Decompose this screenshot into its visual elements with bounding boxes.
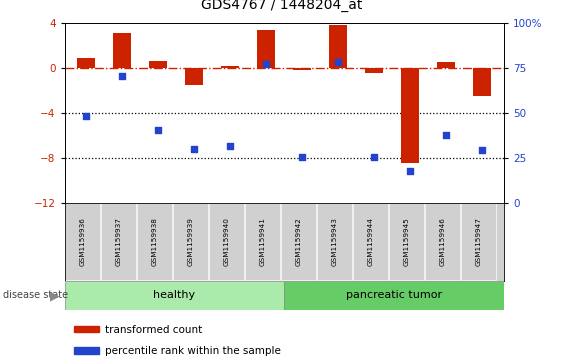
Text: pancreatic tumor: pancreatic tumor (346, 290, 442, 301)
Bar (77, 58, 95, 68)
Text: ▶: ▶ (50, 289, 59, 302)
Point (262, 61, 271, 67)
Bar (462, 203, 496, 280)
Text: GDS4767 / 1448204_at: GDS4767 / 1448204_at (201, 0, 362, 12)
Text: GSM1159944: GSM1159944 (368, 217, 374, 266)
Bar (101, 203, 136, 280)
Bar (318, 203, 352, 280)
Bar (65, 281, 284, 310)
Point (298, 154, 307, 159)
Bar (473, 68, 491, 96)
Text: GSM1159946: GSM1159946 (440, 217, 446, 266)
Bar (74, 326, 99, 333)
Text: GSM1159940: GSM1159940 (224, 217, 230, 266)
Point (406, 168, 415, 174)
Text: disease state: disease state (3, 290, 68, 301)
Point (370, 154, 379, 159)
Point (154, 127, 163, 132)
Point (442, 132, 451, 138)
Text: GSM1159939: GSM1159939 (187, 217, 194, 266)
Bar (74, 347, 99, 354)
Text: GSM1159942: GSM1159942 (296, 217, 302, 266)
Bar (173, 203, 208, 280)
Bar (365, 68, 383, 73)
Bar (354, 203, 388, 280)
Bar (293, 68, 311, 70)
Point (334, 59, 343, 65)
Text: GSM1159937: GSM1159937 (116, 217, 122, 266)
Bar (149, 61, 167, 68)
Text: GSM1159936: GSM1159936 (80, 217, 86, 266)
Bar (257, 30, 275, 68)
Point (190, 146, 199, 152)
Text: GSM1159947: GSM1159947 (476, 217, 482, 266)
Bar (437, 62, 455, 68)
Bar (284, 281, 504, 310)
Point (82, 113, 91, 119)
Bar (221, 66, 239, 68)
Point (118, 73, 127, 78)
Text: GSM1159941: GSM1159941 (260, 217, 266, 266)
Point (226, 143, 235, 149)
Bar (113, 33, 131, 68)
Text: GSM1159943: GSM1159943 (332, 217, 338, 266)
Bar (426, 203, 460, 280)
Bar (390, 203, 424, 280)
Bar (185, 68, 203, 85)
Bar (245, 203, 280, 280)
Bar (65, 203, 100, 280)
Text: healthy: healthy (154, 290, 195, 301)
Point (478, 147, 487, 153)
Text: GSM1159938: GSM1159938 (152, 217, 158, 266)
Bar (401, 68, 419, 163)
Bar (282, 203, 316, 280)
Bar (137, 203, 172, 280)
Bar (209, 203, 244, 280)
Text: transformed count: transformed count (105, 325, 202, 335)
Text: GSM1159945: GSM1159945 (404, 217, 410, 266)
Text: percentile rank within the sample: percentile rank within the sample (105, 346, 281, 356)
Bar (329, 25, 347, 68)
